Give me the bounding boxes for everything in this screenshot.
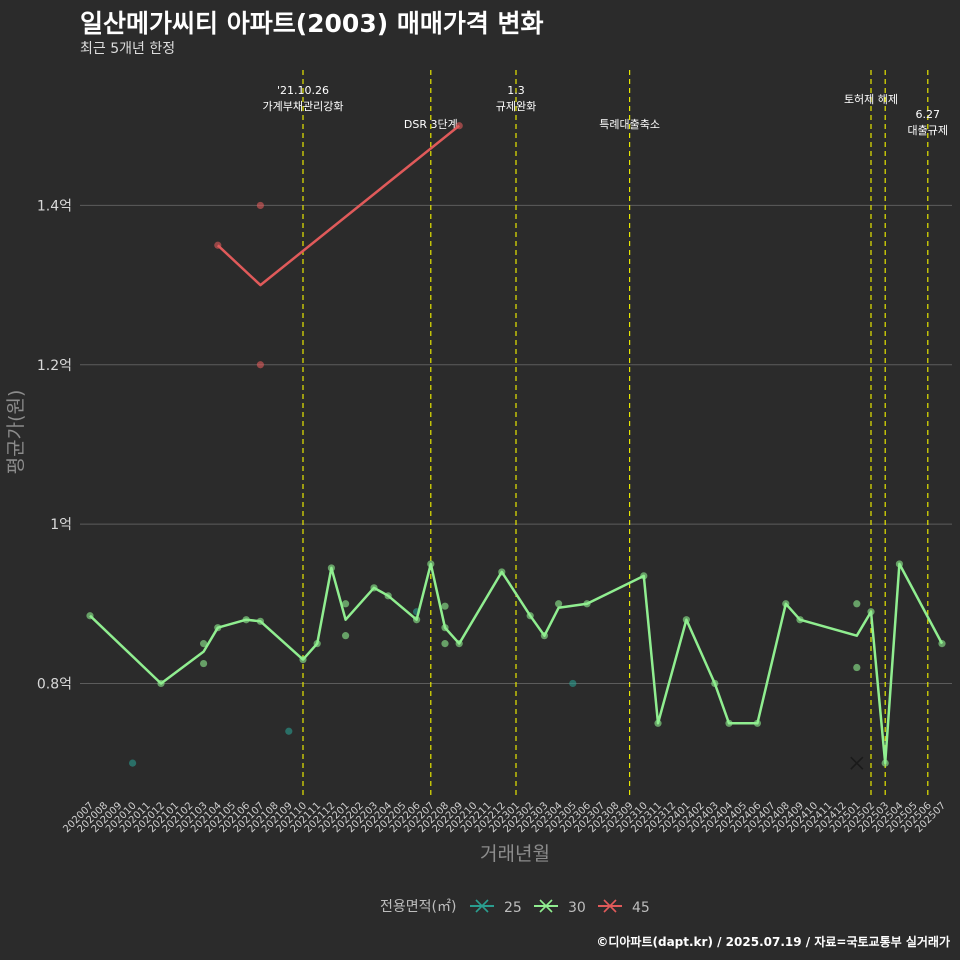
data-point-45 [455, 122, 463, 130]
data-point-25 [129, 759, 137, 767]
event-label: 규제완화 [496, 100, 536, 113]
x-axis-title: 거래년월 [480, 843, 550, 865]
data-point-25 [285, 727, 293, 735]
legend-label-30: 30 [568, 900, 586, 916]
y-tick-label: 1.2억 [37, 358, 72, 374]
event-label: 6.27 [916, 108, 941, 121]
data-point-30 [640, 572, 648, 580]
data-point-30 [157, 679, 165, 688]
data-point-30 [200, 659, 208, 668]
data-point-30 [753, 719, 762, 727]
legend-title: 전용면적(㎡) [380, 899, 456, 915]
data-point-30 [540, 632, 549, 640]
data-point-30 [867, 608, 875, 616]
data-point-30 [427, 560, 435, 568]
series-line-30 [89, 562, 944, 765]
axes: 0.8억1억1.2억1.4억20200720200820200920201020… [37, 198, 948, 835]
data-point-30 [299, 655, 307, 664]
source-footer: ©디아파트(dapt.kr) / 2025.07.19 / 자료=국토교통부 실… [596, 935, 950, 949]
data-point-30 [214, 624, 222, 632]
data-point-30 [413, 616, 421, 624]
data-point-30 [895, 560, 904, 568]
data-point-30 [711, 679, 719, 688]
data-point-30 [853, 663, 861, 672]
chart-subtitle: 최근 5개년 한정 [80, 41, 176, 57]
data-point-25 [569, 679, 577, 688]
data-point-30 [313, 640, 321, 648]
series-line-45 [216, 124, 460, 287]
y-tick-label: 0.8억 [37, 676, 72, 692]
data-point-30 [938, 640, 946, 648]
data-point-30 [342, 632, 350, 640]
legend: 전용면적(㎡) 25 30 45 [380, 899, 650, 916]
data-point-30 [384, 592, 392, 600]
data-point-45 [214, 241, 222, 249]
data-point-30 [654, 719, 662, 727]
event-label: 1.3 [507, 84, 525, 97]
y-tick-label: 1.4억 [37, 198, 72, 214]
event-label: 토허제 해제 [844, 92, 898, 106]
event-label: 가계부채관리강화 [263, 100, 344, 113]
legend-label-45: 45 [632, 900, 650, 916]
data-point-45 [256, 361, 264, 369]
data-point-30 [86, 612, 94, 620]
data-point-30 [256, 617, 264, 625]
data-point-30 [853, 600, 861, 608]
legend-key-cross-25 [475, 899, 489, 913]
data-point-30 [200, 640, 208, 648]
data-point-30 [455, 640, 463, 648]
y-tick-label: 1억 [50, 517, 72, 533]
series-layer [86, 122, 946, 770]
data-point-45 [256, 201, 264, 210]
data-point-30 [441, 602, 449, 610]
data-point-30 [342, 600, 350, 608]
data-point-cross-30 [850, 756, 864, 770]
event-label: 특례대출축소 [599, 118, 660, 131]
data-point-30 [682, 616, 691, 624]
data-point-30 [498, 568, 506, 576]
event-label: DSR 3단계 [404, 118, 458, 131]
data-point-30 [441, 624, 449, 632]
data-point-30 [370, 584, 378, 592]
data-point-30 [441, 640, 449, 648]
y-axis-title: 평균가(원) [5, 390, 27, 475]
data-point-30 [881, 759, 889, 767]
event-label: '21.10.26 [277, 84, 329, 97]
data-point-30 [583, 600, 591, 608]
event-label: 대출규제 [908, 124, 948, 137]
data-point-30 [725, 719, 733, 727]
data-point-30 [555, 600, 563, 608]
data-point-30 [796, 616, 804, 624]
chart-title: 일산메가씨티 아파트(2003) 매매가격 변화 [80, 9, 544, 38]
data-point-30 [782, 600, 790, 608]
legend-label-25: 25 [504, 900, 522, 916]
data-point-30 [526, 612, 534, 620]
legend-key-cross-45 [603, 899, 617, 913]
data-point-30 [242, 616, 250, 624]
legend-key-cross-30 [539, 899, 553, 913]
data-point-30 [327, 564, 335, 572]
